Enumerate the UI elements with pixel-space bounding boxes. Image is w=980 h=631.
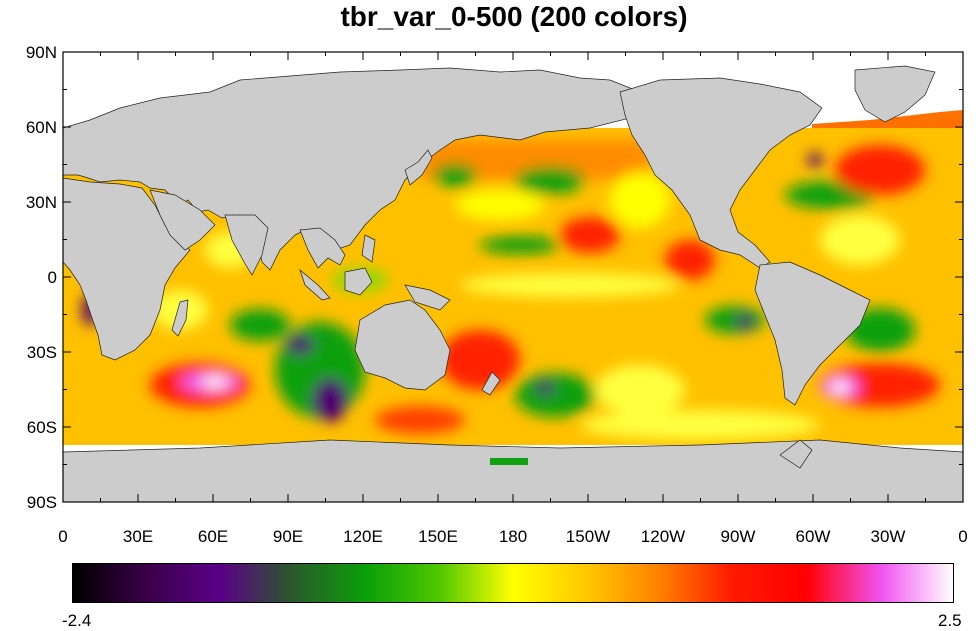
land-arabia — [149, 189, 216, 251]
lon-tick-label: 120E — [343, 527, 383, 546]
colorbar-max-label: 2.5 — [938, 611, 962, 630]
land-se-asia — [299, 227, 346, 269]
field-n-atlantic-yellow — [820, 215, 900, 265]
lon-tick-label: 30E — [123, 527, 153, 546]
field-pacific-green-band — [480, 236, 560, 254]
field-ne-pacific-yellow — [610, 172, 670, 228]
field-equatorial-yellow — [460, 273, 680, 297]
colorbar — [72, 563, 954, 603]
field-s-pacific-yellow — [595, 365, 685, 415]
lon-tick-label: 60W — [796, 527, 831, 546]
land-philippines — [361, 234, 376, 263]
lon-tick-label: 150W — [566, 527, 610, 546]
land-sumatra — [299, 268, 331, 301]
field-s-pacific-green — [515, 373, 595, 417]
land-greenland — [854, 65, 936, 123]
land-new-zealand — [481, 371, 501, 396]
lat-tick-label: 60S — [27, 418, 57, 437]
land-africa — [63, 177, 191, 361]
field-hawaii-red — [560, 217, 620, 253]
lat-tick-label: 30S — [27, 343, 57, 362]
antarctic-green-patch — [490, 458, 528, 465]
lat-tick-label: 0 — [48, 268, 57, 287]
lon-tick-label: 150E — [418, 527, 458, 546]
field-indian-green-2 — [230, 309, 290, 341]
lon-tick-label: 0 — [58, 527, 67, 546]
field-kuroshio-green — [433, 163, 477, 187]
field-e-pacific-red — [665, 240, 715, 280]
field-s-atlantic-white — [831, 381, 849, 393]
field-southern-ocean-red — [375, 406, 465, 434]
land-new-guinea — [404, 284, 451, 311]
land-antarctic-peninsula — [779, 439, 813, 469]
field-southern-ocean-yellow — [580, 410, 820, 440]
field-n-atlantic-red — [835, 145, 925, 195]
land-antarctica — [63, 439, 963, 502]
land-australia — [354, 299, 451, 391]
field-s-pacific-purple — [535, 381, 555, 395]
field-n-pacific-green — [515, 166, 585, 194]
land-japan — [404, 149, 433, 186]
lon-tick-label: 180 — [499, 527, 527, 546]
lon-tick-label: 0 — [958, 527, 967, 546]
field-se-pacific-purple — [736, 314, 754, 330]
lat-tick-label: 90S — [27, 493, 57, 512]
lon-tick-label: 90W — [721, 527, 756, 546]
field-se-pacific-green — [705, 306, 765, 334]
land-borneo — [344, 267, 373, 296]
land-india — [224, 214, 269, 276]
field-s-indian-white — [201, 377, 229, 387]
field-n-atlantic-purple — [807, 153, 823, 167]
field-n-pacific-yellow — [455, 190, 545, 220]
land-madagascar — [171, 299, 189, 337]
field-indian-purple-2 — [286, 335, 314, 355]
field-s-pacific-red — [440, 330, 520, 390]
land-north-america — [619, 77, 823, 269]
map-title: tbr_var_0-500 (200 colors) — [340, 1, 688, 32]
lon-tick-label: 30W — [871, 527, 906, 546]
colorbar-min-label: -2.4 — [62, 611, 92, 630]
lat-tick-label: 60N — [26, 118, 57, 137]
lon-tick-label: 120W — [641, 527, 685, 546]
land — [63, 65, 963, 502]
land-south-america — [754, 261, 871, 406]
lon-tick-label: 60E — [198, 527, 228, 546]
field-indian-purple — [312, 378, 348, 422]
lat-tick-label: 30N — [26, 193, 57, 212]
lat-tick-label: 90N — [26, 43, 57, 62]
lon-tick-label: 90E — [273, 527, 303, 546]
